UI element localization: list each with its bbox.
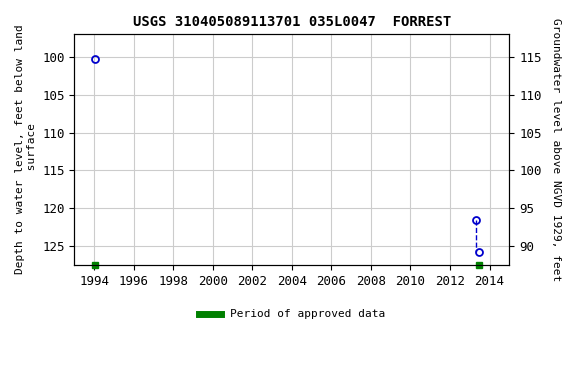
Y-axis label: Depth to water level, feet below land
 surface: Depth to water level, feet below land su… [15,25,37,275]
Legend: Period of approved data: Period of approved data [194,305,389,324]
Title: USGS 310405089113701 035L0047  FORREST: USGS 310405089113701 035L0047 FORREST [132,15,451,29]
Y-axis label: Groundwater level above NGVD 1929, feet: Groundwater level above NGVD 1929, feet [551,18,561,281]
